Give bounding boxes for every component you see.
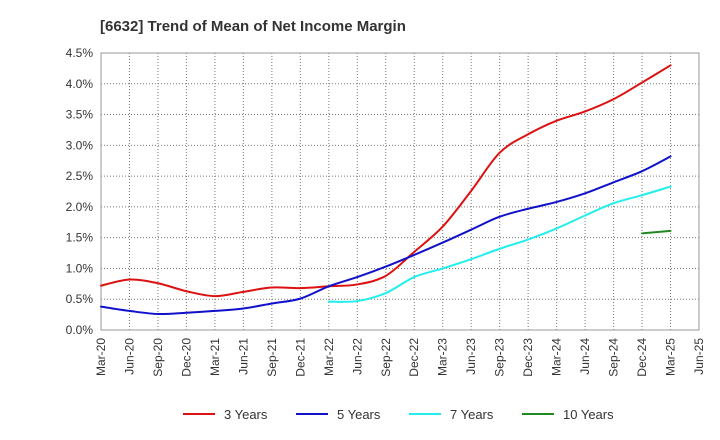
x-tick-label: Dec-22 [407,338,421,377]
y-tick-label: 2.5% [66,169,94,183]
legend: 3 Years 5 Years 7 Years 10 Years [183,407,614,422]
x-tick-label: Sep-23 [493,338,507,377]
y-tick-label: 4.5% [66,46,94,60]
x-tick-label: Mar-20 [94,338,108,376]
legend-label-1: 5 Years [337,407,381,422]
chart-title: [6632] Trend of Mean of Net Income Margi… [100,18,406,35]
x-tick-label: Mar-25 [664,338,678,376]
x-tick-label: Dec-20 [179,338,193,377]
y-axis: 0.0% 0.5% 1.0% 1.5% 2.0% 2.5% 3.0% 3.5% 4.0% 4.5% [66,46,94,337]
y-tick-label: 1.0% [66,261,94,275]
y-tick-label: 3.0% [66,138,94,152]
y-tick-label: 3.5% [66,108,94,122]
x-tick-label: Dec-21 [293,338,307,377]
plot-area-frame [100,52,700,331]
legend-label-2: 7 Years [450,407,494,422]
x-axis: Mar-20 Jun-20 Sep-20 Dec-20 Mar-21 Jun-21 Sep-… [94,338,706,377]
series-line-0 [100,64,672,298]
x-tick-label: Mar-24 [550,338,564,376]
y-tick-label: 0.5% [66,292,94,306]
series-lines [100,64,672,316]
x-tick-label: Mar-21 [208,338,222,376]
legend-label-0: 3 Years [224,407,268,422]
y-tick-label: 2.0% [66,200,94,214]
x-tick-label: Mar-23 [436,338,450,376]
y-tick-label: 0.0% [66,323,94,337]
x-tick-label: Jun-21 [236,338,250,375]
x-tick-label: Sep-24 [607,338,621,377]
x-tick-label: Dec-24 [635,338,649,377]
x-tick-label: Mar-22 [322,338,336,376]
x-tick-label: Dec-23 [521,338,535,377]
y-tick-label: 1.5% [66,231,94,245]
legend-label-3: 10 Years [563,407,614,422]
x-tick-label: Jun-24 [578,338,592,375]
series-line-2 [327,185,672,303]
x-tick-label: Jun-25 [692,338,706,375]
x-tick-label: Sep-22 [379,338,393,377]
grid [101,53,699,330]
x-tick-label: Jun-20 [122,338,136,375]
x-tick-label: Jun-23 [464,338,478,375]
x-tick-label: Jun-22 [350,338,364,375]
x-tick-label: Sep-21 [265,338,279,377]
series-line-1 [100,155,672,316]
series-line-3 [641,229,672,235]
x-tick-label: Sep-20 [151,338,165,377]
y-tick-label: 4.0% [66,77,94,91]
